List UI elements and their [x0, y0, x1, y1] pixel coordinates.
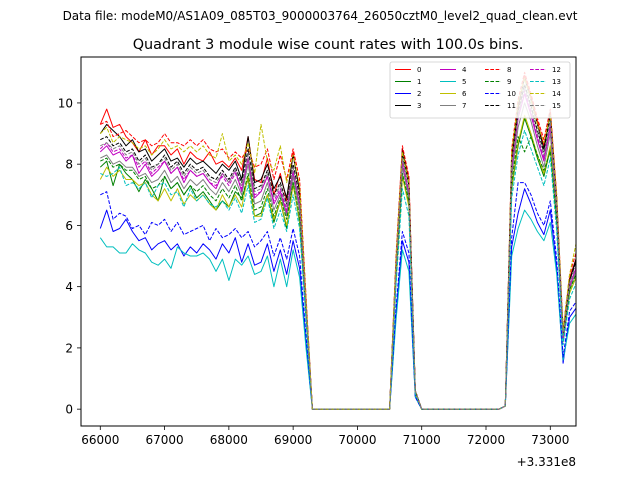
legend-label-8: 8 — [507, 66, 511, 74]
legend-label-6: 6 — [462, 90, 467, 98]
y-tick-label: 8 — [65, 158, 73, 172]
legend-label-2: 2 — [417, 90, 421, 98]
x-tick-label: 68000 — [210, 433, 248, 447]
x-tick-label: 66000 — [81, 433, 119, 447]
series-line-3 — [99, 77, 576, 410]
x-tick-label: 71000 — [403, 433, 441, 447]
legend-label-7: 7 — [462, 102, 466, 110]
y-tick-label: 10 — [58, 96, 73, 110]
y-tick-label: 6 — [65, 219, 73, 233]
axes-frame — [80, 56, 577, 427]
legend-label-15: 15 — [552, 102, 561, 110]
x-tick-label: 72000 — [467, 433, 505, 447]
x-offset-text: +3.331e8 — [517, 455, 576, 469]
series-line-8 — [100, 71, 576, 410]
x-tick-label: 70000 — [338, 433, 376, 447]
series-line-6 — [99, 114, 576, 410]
legend-label-1: 1 — [417, 78, 421, 86]
series-group — [99, 71, 576, 410]
series-line-5 — [99, 209, 576, 410]
y-tick-label: 0 — [65, 403, 73, 417]
x-tick-label: 69000 — [274, 433, 312, 447]
legend-label-12: 12 — [552, 66, 561, 74]
legend-label-13: 13 — [552, 78, 561, 86]
y-axis: 0 2 4 6 8 10 — [58, 96, 81, 417]
chart-title: Quadrant 3 module wise count rates with … — [133, 37, 524, 53]
legend-label-0: 0 — [417, 66, 421, 74]
series-line-14 — [99, 77, 576, 410]
y-tick-label: 4 — [65, 280, 73, 294]
legend-label-3: 3 — [417, 102, 421, 110]
legend-label-10: 10 — [507, 90, 516, 98]
x-tick-label: 73000 — [531, 433, 569, 447]
legend-label-14: 14 — [552, 90, 561, 98]
legend-label-11: 11 — [507, 102, 516, 110]
y-tick-label: 2 — [65, 341, 73, 355]
legend-box — [389, 61, 571, 119]
suptitle: Data file: modeM0/AS1A09_085T03_90000037… — [63, 9, 578, 23]
legend-label-5: 5 — [462, 78, 466, 86]
x-tick-label: 67000 — [145, 433, 183, 447]
x-axis: 66000 67000 68000 69000 70000 71000 72000 73000 — [81, 426, 569, 447]
legend-label-4: 4 — [462, 66, 467, 74]
series-line-7 — [100, 102, 576, 410]
series-line-11 — [100, 84, 576, 410]
series-line-13 — [100, 130, 576, 410]
legend-label-9: 9 — [507, 78, 511, 86]
series-line-10 — [100, 182, 576, 410]
